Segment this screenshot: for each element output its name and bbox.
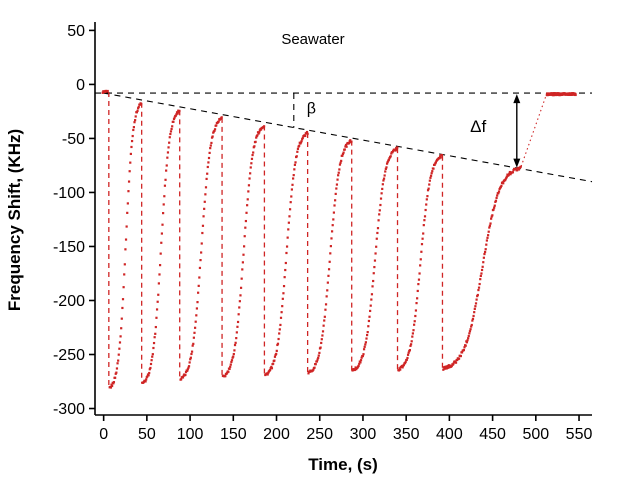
x-tick-label: 350 — [393, 426, 420, 443]
delta-f-arrowhead-down — [513, 158, 521, 168]
x-tick-label: 400 — [436, 426, 463, 443]
x-tick-label: 550 — [566, 426, 593, 443]
trend-dashed-line — [103, 92, 593, 183]
y-tick-label: -200 — [53, 293, 85, 310]
y-axis-label: Frequency Shift, (KHz) — [5, 129, 24, 311]
y-tick-label: -50 — [62, 131, 85, 148]
x-tick-label: 450 — [479, 426, 506, 443]
y-tick-label: -150 — [53, 239, 85, 256]
x-axis-label: Time, (s) — [308, 455, 378, 474]
x-tick-label: 150 — [220, 426, 247, 443]
x-tick-label: 500 — [522, 426, 549, 443]
x-tick-label: 300 — [350, 426, 377, 443]
x-tick-label: 200 — [263, 426, 290, 443]
y-tick-label: 0 — [76, 77, 85, 94]
x-tick-label: 50 — [138, 426, 156, 443]
data-points — [101, 89, 577, 389]
y-tick-label: -250 — [53, 347, 85, 364]
x-tick-label: 250 — [306, 426, 333, 443]
beta-annotation: β — [307, 101, 316, 118]
delta-f-annotation: Δf — [470, 117, 486, 136]
chart-title: Seawater — [281, 31, 344, 48]
delta-f-arrowhead-up — [513, 94, 521, 104]
y-tick-label: -100 — [53, 185, 85, 202]
y-tick-label: 50 — [67, 23, 85, 40]
recovery-dotted-line — [520, 95, 547, 167]
y-tick-label: -300 — [53, 401, 85, 418]
chart-render-layer: 0 50 100 150 200 250 300 350 400 450 500 550500-50-… — [53, 22, 593, 443]
x-tick-label: 100 — [177, 426, 204, 443]
x-tick-label: 0 — [99, 426, 108, 443]
